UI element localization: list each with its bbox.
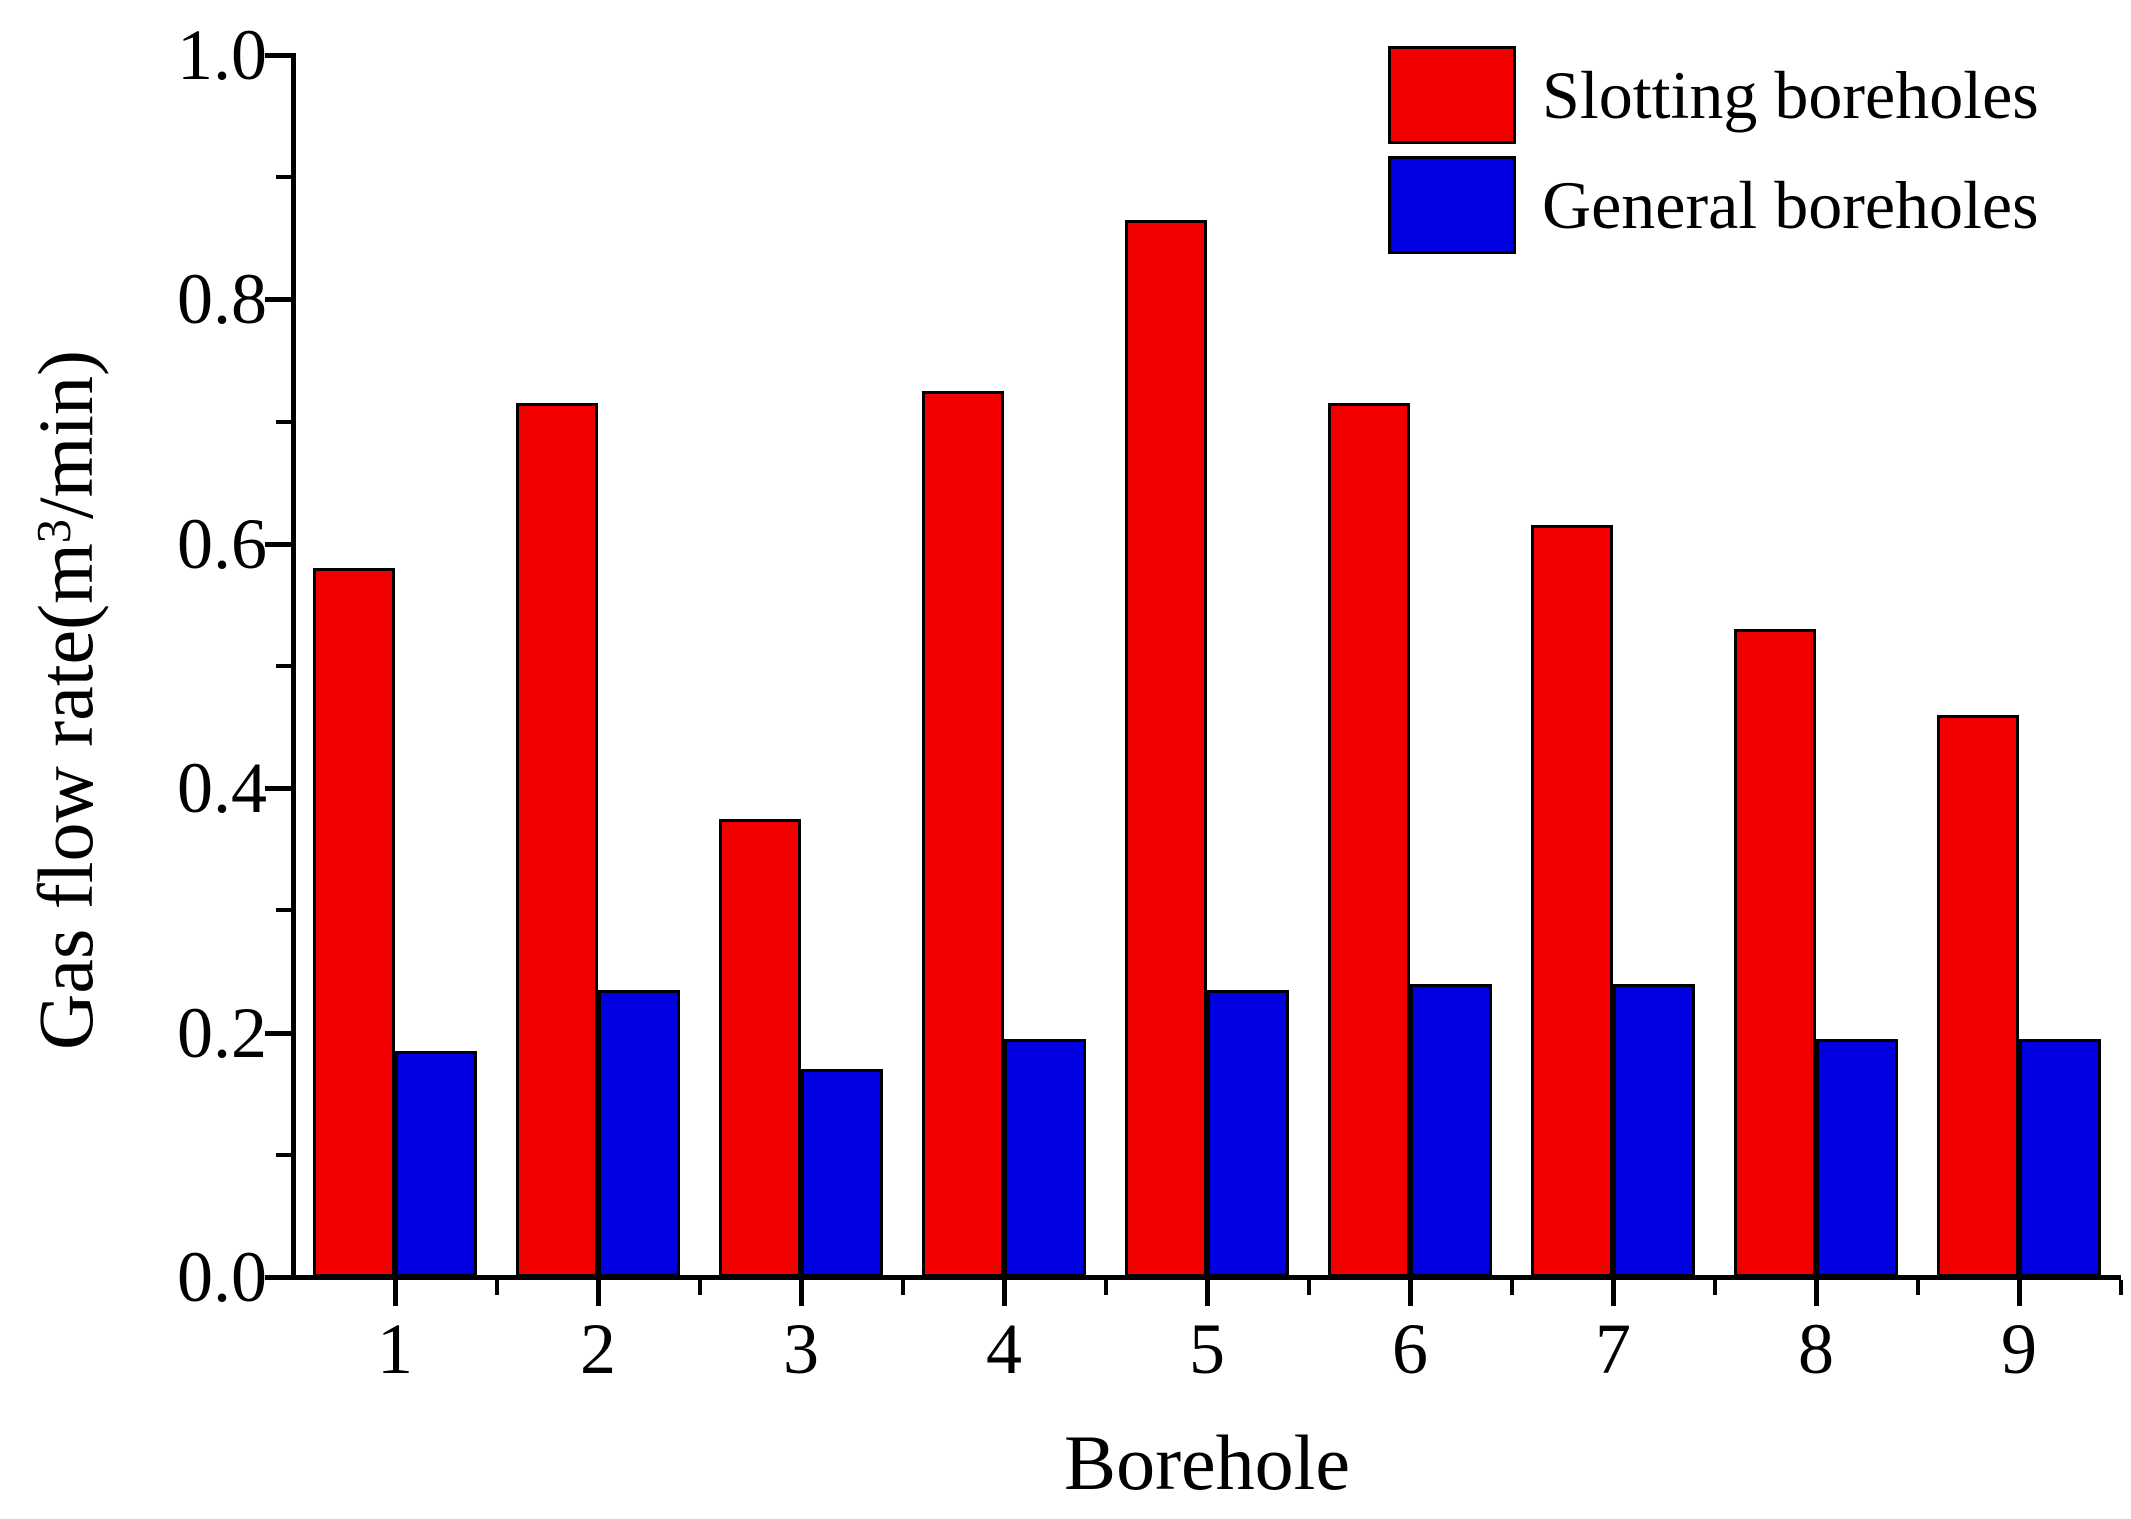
bar-general-boreholes-3 (801, 1069, 883, 1277)
bar-general-boreholes-7 (1613, 984, 1695, 1277)
x-axis-line (291, 1275, 2121, 1280)
y-tick-label-0.4: 0.4 (177, 748, 267, 829)
bar-slotting-boreholes-6 (1328, 403, 1410, 1277)
bar-slotting-boreholes-2 (516, 403, 598, 1277)
y-tick-label-1.0: 1.0 (177, 15, 267, 95)
y-axis-title-pre: Gas flow rate(m (22, 543, 109, 1050)
x-tick-label-4: 4 (986, 1309, 1022, 1389)
x-tick-label-5: 5 (1189, 1309, 1225, 1389)
x-major-tick-9 (2017, 1280, 2022, 1306)
x-tick-label-7: 7 (1595, 1309, 1631, 1389)
y-major-tick-0.4 (265, 786, 291, 792)
x-tick-label-1: 1 (377, 1309, 413, 1389)
bar-slotting-boreholes-8 (1734, 629, 1816, 1277)
x-tick-label-9: 9 (2001, 1309, 2037, 1389)
bar-slotting-boreholes-5 (1125, 220, 1207, 1277)
y-minor-tick (276, 419, 291, 424)
y-major-tick-0.2 (265, 1030, 291, 1036)
x-major-tick-4 (1002, 1280, 1007, 1306)
x-tick-label-3: 3 (783, 1309, 819, 1389)
y-major-tick-0.0 (265, 1275, 291, 1280)
x-minor-tick (1307, 1280, 1311, 1295)
y-tick-label-0.8: 0.8 (177, 259, 267, 340)
bar-slotting-boreholes-7 (1531, 525, 1613, 1277)
y-minor-tick (276, 1152, 291, 1157)
bar-slotting-boreholes-1 (313, 568, 395, 1277)
y-axis-title-superscript: 3 (28, 519, 82, 544)
x-minor-tick (698, 1280, 702, 1295)
x-tick-label-8: 8 (1798, 1309, 1834, 1389)
y-major-tick-1.0 (265, 53, 291, 58)
x-minor-tick (901, 1280, 905, 1295)
bar-general-boreholes-8 (1816, 1039, 1898, 1277)
x-tick-label-2: 2 (580, 1309, 616, 1389)
bar-slotting-boreholes-4 (922, 391, 1004, 1277)
legend-item-general-boreholes: General boreholes (1388, 156, 2039, 254)
x-minor-tick (1916, 1280, 1920, 1295)
bar-general-boreholes-1 (395, 1051, 477, 1277)
bar-general-boreholes-5 (1207, 990, 1289, 1277)
y-axis-line (291, 53, 296, 1280)
legend-item-slotting-boreholes: Slotting boreholes (1388, 46, 2039, 144)
y-axis-title-post: /min) (22, 350, 109, 519)
x-major-tick-1 (393, 1280, 398, 1306)
y-tick-label-0.6: 0.6 (177, 503, 267, 584)
y-tick-label-0.0: 0.0 (177, 1237, 267, 1317)
x-axis-title: Borehole (1064, 1419, 1350, 1506)
y-axis-title: Gas flow rate(m3/min) (21, 350, 111, 1050)
y-minor-tick (276, 664, 291, 668)
x-minor-tick (1713, 1280, 1717, 1295)
x-major-tick-3 (799, 1280, 804, 1306)
bar-slotting-boreholes-3 (719, 819, 801, 1277)
x-minor-tick (2119, 1280, 2123, 1295)
x-major-tick-7 (1611, 1280, 1616, 1306)
bar-general-boreholes-4 (1004, 1039, 1086, 1277)
x-minor-tick (1104, 1280, 1108, 1295)
legend-label-slotting-boreholes: Slotting boreholes (1542, 57, 2039, 133)
x-tick-label-6: 6 (1392, 1309, 1428, 1389)
x-minor-tick (495, 1280, 499, 1295)
legend-swatch-general-boreholes (1388, 156, 1516, 254)
y-minor-tick (276, 175, 291, 180)
bar-slotting-boreholes-9 (1937, 715, 2019, 1277)
y-tick-label-0.2: 0.2 (177, 992, 267, 1073)
legend-swatch-slotting-boreholes (1388, 46, 1516, 144)
x-major-tick-8 (1814, 1280, 1819, 1306)
bar-general-boreholes-2 (598, 990, 680, 1277)
x-minor-tick (1510, 1280, 1514, 1295)
legend-label-general-boreholes: General boreholes (1542, 167, 2039, 243)
x-major-tick-2 (596, 1280, 601, 1306)
x-major-tick-6 (1408, 1280, 1413, 1306)
x-major-tick-5 (1205, 1280, 1210, 1306)
bar-general-boreholes-9 (2019, 1039, 2101, 1277)
y-minor-tick (276, 908, 291, 913)
y-major-tick-0.8 (265, 297, 291, 303)
y-major-tick-0.6 (265, 541, 291, 547)
bar-general-boreholes-6 (1410, 984, 1492, 1277)
